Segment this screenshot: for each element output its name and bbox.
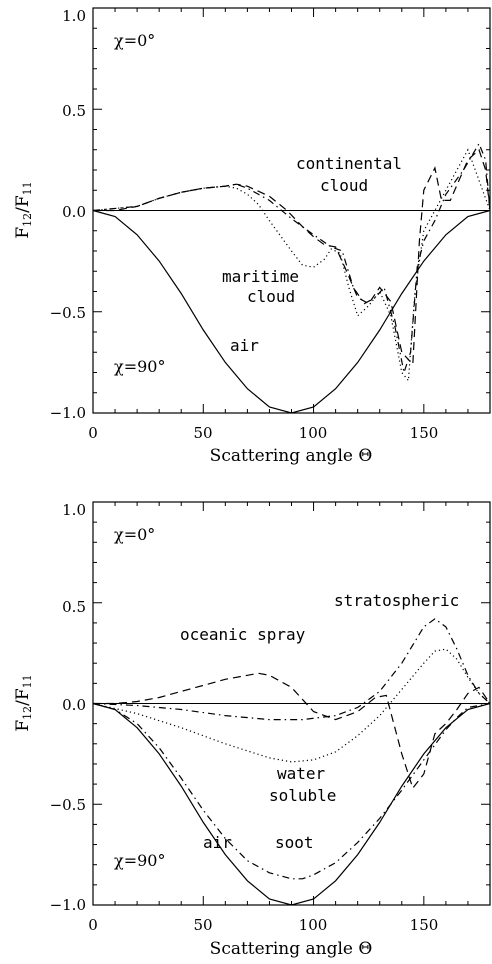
bottom-series-water-soluble — [92, 648, 491, 763]
maritime-cloud-label-line2: cloud — [247, 287, 295, 306]
top-ytick-label: −1.0 — [50, 404, 86, 422]
bottom-ytick-label: 0.5 — [62, 598, 86, 616]
bottom-chi0-label: χ=0° — [114, 525, 155, 544]
top-y-axis-title: F12/F11 — [13, 181, 34, 238]
top-xtick-label: 50 — [193, 424, 212, 442]
top-panel: 1.0 0.5 0.0 −0.5 −1.0 0 50 100 150 Scatt… — [13, 7, 491, 466]
top-ytick-label: 1.0 — [62, 7, 86, 25]
water-soluble-label-line2: soluble — [269, 786, 336, 805]
bottom-xtick-label: 150 — [410, 916, 439, 934]
top-xtick-label: 100 — [299, 424, 328, 442]
water-soluble-label-line1: water — [277, 764, 326, 783]
top-xtick-label: 150 — [410, 424, 439, 442]
top-chi0-label: χ=0° — [114, 31, 155, 50]
top-air-label: air — [230, 336, 259, 355]
bottom-ytick-label: 1.0 — [62, 501, 86, 519]
top-series-continental-cloud-dash-dot- — [92, 142, 491, 375]
top-ticks — [92, 7, 491, 414]
top-x-axis-title: Scattering angle Θ — [210, 446, 373, 466]
top-ytick-label: 0.5 — [62, 102, 86, 120]
soot-label: soot — [275, 833, 314, 852]
bottom-series-oceanic-spray — [93, 672, 491, 790]
bottom-xtick-label: 100 — [299, 916, 328, 934]
top-ytick-label: 0.0 — [62, 203, 86, 221]
bottom-ticks — [92, 501, 491, 906]
bottom-series-stratospheric — [92, 618, 491, 721]
bottom-xtick-label: 0 — [88, 916, 98, 934]
bottom-panel: 1.0 0.5 0.0 −0.5 −1.0 0 50 100 150 Scatt… — [13, 501, 491, 959]
continental-cloud-label-line2: cloud — [320, 176, 368, 195]
continental-cloud-label-line1: continental — [296, 154, 402, 173]
stratospheric-label: stratospheric — [334, 591, 459, 610]
top-series-air — [92, 209, 491, 414]
bottom-ytick-label: −0.5 — [50, 796, 86, 814]
top-series-maritime-cloud — [92, 148, 491, 383]
bottom-chi90-label: χ=90° — [114, 851, 165, 870]
bottom-xtick-label: 50 — [193, 916, 212, 934]
bottom-y-axis-title: F12/F11 — [13, 674, 34, 731]
top-series-continental-cloud — [93, 148, 491, 366]
top-ytick-label: −0.5 — [50, 304, 86, 322]
bottom-air-label: air — [203, 833, 232, 852]
bottom-x-axis-title: Scattering angle Θ — [210, 939, 373, 959]
maritime-cloud-label-line1: maritime — [222, 267, 299, 286]
bottom-series-soot — [92, 702, 491, 880]
top-chi90-label: χ=90° — [114, 357, 165, 376]
top-xtick-label: 0 — [88, 424, 98, 442]
bottom-ytick-label: 0.0 — [62, 696, 86, 714]
oceanic-spray-label: oceanic spray — [180, 625, 306, 644]
bottom-ytick-label: −1.0 — [50, 896, 86, 914]
